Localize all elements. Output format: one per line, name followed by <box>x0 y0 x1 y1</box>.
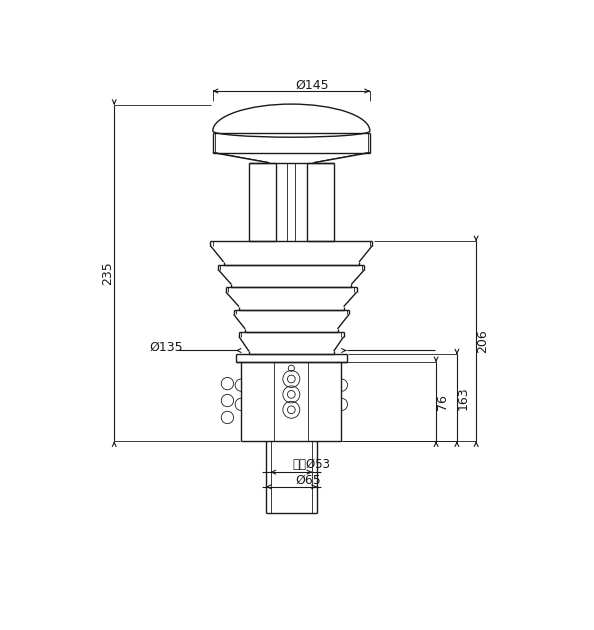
Text: Ø135: Ø135 <box>149 341 182 354</box>
Text: 内径Ø53: 内径Ø53 <box>293 458 331 471</box>
Text: 76: 76 <box>436 394 448 410</box>
Text: Ø145: Ø145 <box>295 78 329 91</box>
Text: Ø65: Ø65 <box>295 474 321 487</box>
Text: 235: 235 <box>102 261 115 285</box>
Text: 163: 163 <box>457 386 469 410</box>
Text: 206: 206 <box>476 329 489 353</box>
